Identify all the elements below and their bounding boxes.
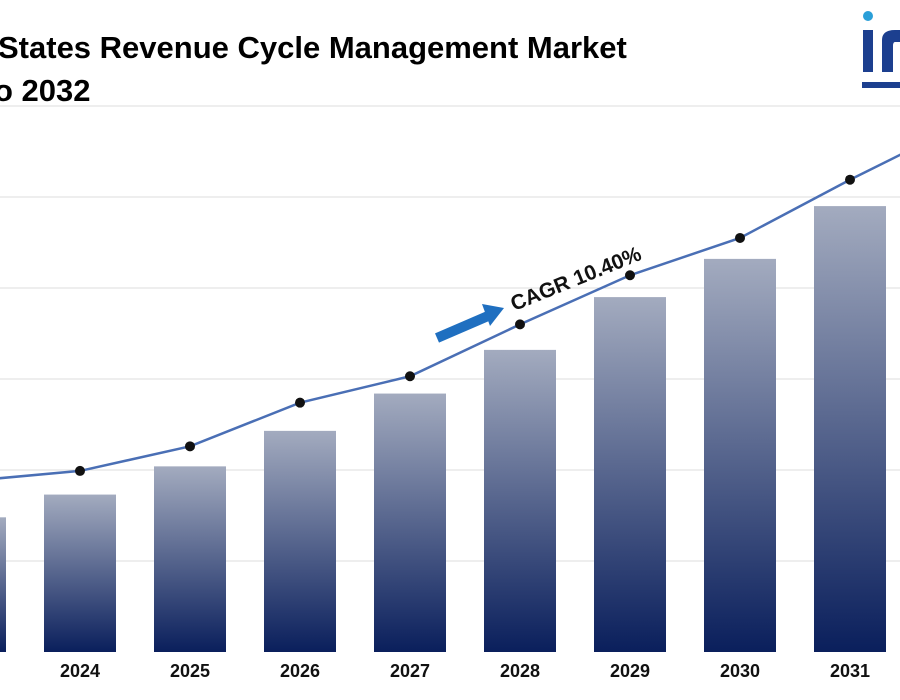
line-point (735, 232, 745, 243)
x-tick-label: 2029 (610, 661, 650, 681)
x-tick-label: 2028 (500, 661, 540, 681)
bars (0, 206, 886, 652)
x-tick-label: 2031 (830, 661, 870, 681)
bar (594, 297, 666, 652)
logo (862, 11, 900, 88)
chart-title: o 2032 (0, 73, 91, 108)
bar (484, 349, 556, 652)
x-tick-label: 2025 (170, 661, 210, 681)
x-tick-label: 2027 (390, 661, 430, 681)
line-point (515, 319, 525, 330)
bar (44, 494, 116, 652)
line-point (625, 270, 635, 281)
cagr-arrow (435, 304, 504, 343)
line-point (405, 371, 415, 382)
bar (264, 430, 336, 652)
trend-line (0, 153, 900, 480)
line-point (75, 465, 85, 476)
chart-title: States Revenue Cycle Management Market (0, 30, 627, 65)
line-layer (0, 153, 900, 480)
line-point (185, 441, 195, 452)
x-tick-label: 2024 (60, 661, 100, 681)
bar (154, 466, 226, 652)
x-tick-label: 2026 (280, 661, 320, 681)
bar (0, 517, 6, 652)
bar (704, 258, 776, 652)
line-point (295, 397, 305, 408)
bar (374, 393, 446, 652)
bar (814, 206, 886, 652)
x-tick-label: 2030 (720, 661, 760, 681)
line-point (845, 174, 855, 185)
